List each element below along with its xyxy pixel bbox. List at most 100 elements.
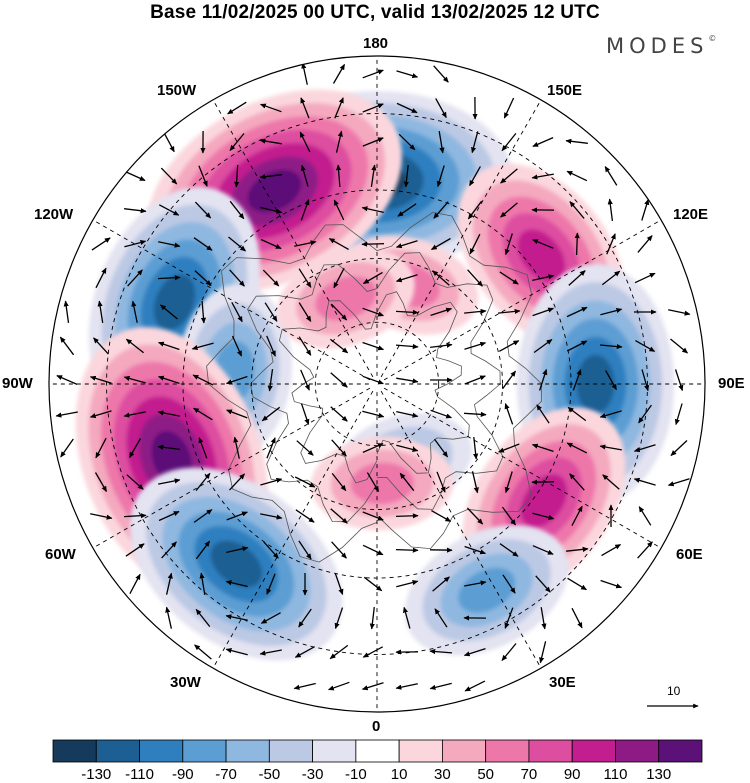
wind-vector bbox=[463, 411, 487, 417]
wind-vector bbox=[229, 473, 245, 491]
wind-vector bbox=[260, 612, 281, 624]
wind-vector bbox=[569, 473, 585, 491]
label-30e: 30E bbox=[549, 674, 576, 691]
anomaly-high-150w bbox=[147, 89, 402, 293]
wind-vector bbox=[262, 269, 280, 287]
wind-vector bbox=[433, 438, 449, 458]
wind-vector bbox=[330, 372, 348, 388]
wind-vector bbox=[533, 338, 553, 354]
wind-vector bbox=[569, 201, 585, 219]
label-120e: 120E bbox=[673, 206, 709, 223]
wind-vector bbox=[362, 103, 384, 113]
wind-vector bbox=[226, 409, 248, 419]
wind-vector bbox=[464, 580, 487, 587]
wind-vector bbox=[503, 97, 515, 119]
wind-vector bbox=[298, 302, 312, 322]
wind-vector bbox=[300, 369, 310, 391]
colorbar-tick-label: 10 bbox=[390, 766, 408, 783]
wind-vector bbox=[396, 102, 418, 114]
wind-vector bbox=[430, 409, 453, 419]
wind-vector bbox=[433, 201, 449, 219]
wind-vector bbox=[395, 343, 419, 350]
colorbar-tick-label: 90 bbox=[563, 766, 581, 783]
wind-vector bbox=[500, 168, 518, 184]
wind-vector bbox=[198, 165, 208, 187]
wind-vector bbox=[125, 543, 145, 557]
wind-vector bbox=[567, 406, 587, 422]
wind-vector bbox=[160, 167, 178, 185]
wind-vector bbox=[565, 138, 588, 144]
wind-vector bbox=[333, 267, 345, 289]
wind-vector bbox=[158, 478, 181, 485]
wind-vector bbox=[568, 270, 586, 286]
label-150w: 150W bbox=[157, 82, 197, 99]
wind-vector bbox=[159, 304, 178, 320]
wind-vector bbox=[464, 308, 487, 315]
wind-vector bbox=[59, 336, 75, 356]
wind-vector bbox=[260, 238, 282, 250]
wind-vector bbox=[225, 648, 248, 656]
anomaly-contour bbox=[315, 276, 377, 321]
wind-vector bbox=[535, 575, 551, 593]
wind-vector bbox=[301, 62, 308, 85]
wind-vector bbox=[131, 300, 138, 323]
wind-vector bbox=[333, 199, 345, 221]
wind-vector bbox=[63, 300, 70, 323]
wind-vector bbox=[157, 341, 180, 351]
anomaly-field bbox=[75, 89, 675, 661]
wind-vector bbox=[95, 437, 107, 459]
wind-vector bbox=[641, 198, 650, 221]
wind-vector bbox=[504, 402, 514, 425]
wind-vector bbox=[226, 546, 249, 554]
wind-vector bbox=[128, 438, 142, 459]
wind-vector bbox=[298, 540, 312, 560]
modes-logo: MODES© bbox=[606, 34, 716, 58]
colorbar-tick-label: 50 bbox=[477, 766, 494, 783]
wind-vector bbox=[260, 477, 283, 486]
wind-vector bbox=[267, 369, 274, 392]
wind-vector bbox=[335, 164, 342, 188]
wind-vector bbox=[531, 173, 554, 180]
colorbar-swatch bbox=[225, 739, 270, 763]
wind-vector bbox=[464, 341, 487, 350]
wind-vector bbox=[467, 269, 483, 287]
wind-vector bbox=[158, 241, 181, 248]
wind-vector bbox=[567, 577, 587, 591]
wind-vector bbox=[266, 335, 276, 357]
wind-vector bbox=[193, 237, 213, 251]
colorbar-tick-label: -90 bbox=[171, 766, 194, 783]
wind-vector bbox=[501, 132, 517, 152]
wind-vector bbox=[670, 338, 689, 354]
wind-vector bbox=[434, 608, 448, 628]
wind-vector bbox=[435, 98, 447, 119]
wind-vector bbox=[126, 474, 144, 490]
wind-vector bbox=[674, 403, 683, 426]
wind-vector bbox=[634, 272, 656, 284]
wind-vector bbox=[668, 309, 691, 316]
colorbar-swatch bbox=[182, 739, 227, 763]
anomaly-low-25e bbox=[404, 524, 569, 656]
wind-vector bbox=[298, 608, 312, 628]
wind-vector bbox=[362, 646, 384, 658]
wind-vector bbox=[438, 130, 445, 154]
wind-vector bbox=[89, 410, 112, 419]
wind-vector bbox=[226, 511, 248, 521]
wind-vector bbox=[539, 641, 547, 664]
wind-vector bbox=[531, 443, 554, 453]
wind-vector bbox=[399, 472, 415, 492]
anomaly-contour bbox=[247, 169, 302, 213]
wind-vector bbox=[331, 439, 347, 457]
wind-vector bbox=[464, 680, 486, 692]
colorbar-swatch bbox=[139, 739, 184, 763]
wind-vector bbox=[430, 237, 451, 251]
wind-vector bbox=[161, 541, 177, 559]
wind-vector bbox=[231, 335, 243, 357]
wind-vector bbox=[538, 368, 548, 391]
label-180: 180 bbox=[363, 35, 389, 52]
wind-vector bbox=[194, 644, 212, 660]
wind-vector bbox=[463, 647, 486, 657]
wind-vector bbox=[504, 471, 513, 494]
colorbar-swatch bbox=[52, 739, 97, 763]
wind-vector bbox=[60, 438, 74, 458]
